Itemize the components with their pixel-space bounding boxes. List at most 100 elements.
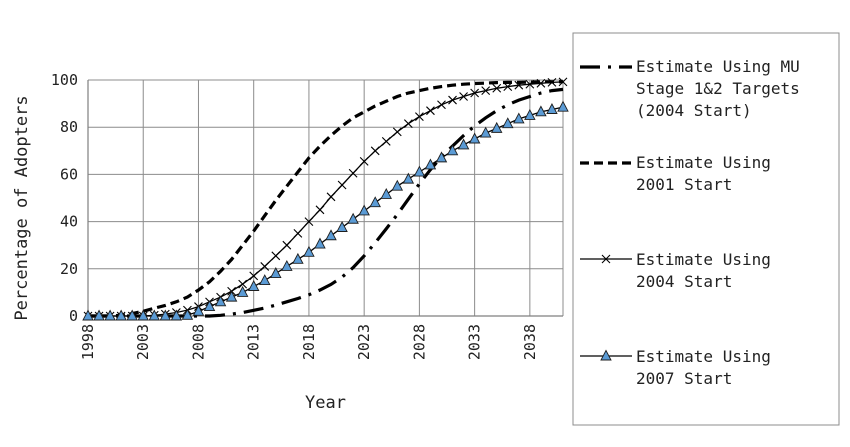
x-tick-label: 2023 bbox=[355, 324, 373, 360]
legend-label: Estimate Using 2007 Start bbox=[636, 347, 771, 388]
series-layer bbox=[82, 77, 569, 321]
x-marker-stroke bbox=[426, 106, 435, 116]
data-point-triangle-marker bbox=[369, 196, 381, 208]
series-line bbox=[88, 106, 564, 317]
data-point-x-marker bbox=[536, 78, 546, 88]
data-point-x-marker bbox=[326, 192, 336, 202]
data-point-x-marker bbox=[601, 254, 611, 264]
series-3 bbox=[83, 77, 568, 321]
data-point-x-marker bbox=[370, 146, 380, 156]
legend-box bbox=[572, 32, 840, 426]
data-point-triangle-marker bbox=[524, 108, 536, 120]
x-marker-stroke bbox=[271, 251, 281, 261]
data-point-x-marker bbox=[348, 168, 358, 178]
x-marker-stroke bbox=[437, 100, 446, 110]
data-point-x-marker bbox=[470, 88, 480, 98]
data-point-x-marker bbox=[337, 180, 347, 190]
legend-label-line: 2004 Start bbox=[636, 272, 732, 291]
x-tick-label: 2008 bbox=[189, 324, 207, 360]
y-tick-label: 20 bbox=[60, 260, 78, 278]
x-axis-title: Year bbox=[305, 393, 346, 413]
data-point-x-marker bbox=[547, 77, 557, 87]
data-point-x-marker bbox=[437, 100, 446, 110]
gridlines bbox=[87, 79, 564, 317]
x-marker-stroke bbox=[492, 83, 502, 93]
legend-label-line: (2004 Start) bbox=[636, 101, 752, 120]
legend-label-line: 2007 Start bbox=[636, 369, 732, 388]
data-point-x-marker bbox=[514, 80, 524, 90]
series-4 bbox=[82, 100, 569, 321]
data-point-triangle-marker bbox=[270, 267, 282, 278]
x-marker-stroke bbox=[415, 112, 424, 121]
legend-label-line: 2001 Start bbox=[636, 175, 732, 194]
x-marker-stroke bbox=[514, 80, 524, 90]
data-point-triangle-marker bbox=[247, 280, 260, 291]
legend-label: Estimate Using MU Stage 1&2 Targets (2004 … bbox=[636, 57, 800, 120]
data-point-x-marker bbox=[271, 251, 281, 261]
data-point-x-marker bbox=[415, 112, 424, 121]
y-tick-label: 60 bbox=[60, 165, 78, 183]
x-marker-stroke bbox=[304, 217, 314, 226]
x-tick-label: 2003 bbox=[134, 324, 152, 360]
x-marker-stroke bbox=[525, 79, 535, 89]
data-point-triangle-marker bbox=[546, 103, 558, 114]
data-point-triangle-marker bbox=[104, 309, 116, 321]
data-point-triangle-marker bbox=[457, 138, 470, 150]
data-point-triangle-marker bbox=[281, 259, 293, 271]
x-marker-stroke bbox=[315, 205, 325, 215]
x-tick-label: 1998 bbox=[79, 324, 97, 360]
legend-label-line: Estimate Using bbox=[636, 153, 771, 172]
data-point-x-marker bbox=[558, 77, 568, 87]
data-point-triangle-marker bbox=[325, 229, 337, 241]
data-point-triangle-marker bbox=[600, 349, 612, 361]
data-point-triangle-marker bbox=[513, 112, 525, 124]
x-marker-stroke bbox=[558, 77, 568, 87]
data-point-triangle-marker bbox=[502, 117, 514, 129]
data-point-triangle-marker bbox=[468, 132, 481, 144]
x-marker-stroke bbox=[370, 146, 380, 156]
data-point-triangle-marker bbox=[159, 309, 172, 321]
data-point-triangle-marker bbox=[336, 221, 348, 232]
legend-label-line: Stage 1&2 Targets bbox=[636, 79, 800, 98]
x-marker-stroke bbox=[381, 136, 391, 146]
data-point-x-marker bbox=[260, 262, 270, 271]
series-2 bbox=[88, 80, 564, 318]
legend-entry-3: Estimate Using 2004 Start bbox=[580, 250, 771, 291]
data-point-triangle-marker bbox=[82, 309, 94, 321]
x-marker-stroke bbox=[470, 88, 480, 98]
data-point-x-marker bbox=[492, 83, 502, 93]
data-point-triangle-marker bbox=[314, 237, 326, 249]
x-tick-label: 2028 bbox=[410, 324, 428, 360]
data-point-x-marker bbox=[381, 136, 391, 146]
legend-entry-4: Estimate Using 2007 Start bbox=[580, 347, 771, 388]
y-axis-title: Percentage of Adopters bbox=[12, 95, 32, 320]
data-point-x-marker bbox=[293, 229, 303, 238]
x-marker-stroke bbox=[293, 229, 303, 238]
legend-label-line: Estimate Using MU bbox=[636, 57, 800, 76]
data-point-triangle-marker bbox=[347, 212, 359, 224]
data-point-x-marker bbox=[525, 79, 535, 89]
x-marker-stroke bbox=[326, 192, 336, 202]
y-tick-label: 0 bbox=[69, 307, 78, 325]
x-marker-stroke bbox=[348, 168, 358, 178]
data-point-triangle-marker bbox=[424, 158, 437, 170]
x-marker-stroke bbox=[359, 157, 369, 166]
x-tick-label: 2038 bbox=[521, 324, 539, 360]
x-marker-stroke bbox=[260, 262, 270, 271]
data-point-triangle-marker bbox=[391, 179, 404, 191]
y-tick-label: 80 bbox=[60, 118, 78, 136]
x-marker-stroke bbox=[249, 271, 259, 281]
x-marker-stroke bbox=[547, 77, 557, 87]
data-point-triangle-marker bbox=[358, 204, 370, 216]
data-point-x-marker bbox=[249, 271, 259, 281]
x-tick-label: 2033 bbox=[466, 324, 484, 360]
data-point-triangle-marker bbox=[115, 309, 127, 321]
data-point-triangle-marker bbox=[435, 151, 448, 163]
x-marker-stroke bbox=[238, 279, 248, 289]
legend-label: Estimate Using 2004 Start bbox=[636, 250, 771, 291]
x-tick-label: 2018 bbox=[300, 324, 318, 360]
data-point-triangle-marker bbox=[137, 309, 149, 321]
x-marker-stroke bbox=[448, 95, 457, 105]
data-point-x-marker bbox=[481, 86, 491, 96]
